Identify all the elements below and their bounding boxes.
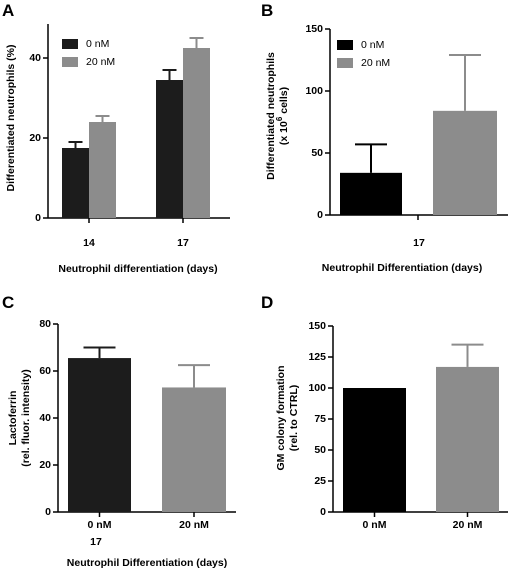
x-tick-label: 20 nM — [453, 519, 483, 531]
y-axis-title-line1: Lactoferrin — [7, 391, 19, 446]
panel-d: D 0 25 50 75 100 125 150 0 nM 20 nM GM colony for… — [261, 293, 508, 531]
y-tick-label: 40 — [29, 52, 41, 64]
x-tick-label: 20 nM — [179, 519, 209, 531]
bar-20-nm — [436, 366, 499, 512]
y-tick-label: 50 — [314, 444, 326, 456]
y-tick-label: 0 — [35, 212, 41, 224]
y-axis-title-line2: (rel. fluor. intensity) — [20, 369, 32, 466]
y-axis-title-pre: (x 10 — [278, 121, 290, 145]
bar-20-nm — [433, 110, 497, 215]
panel-c: C 0 20 40 60 80 0 nM 20 nM 17 Lactoferrin (rel. f… — [2, 293, 236, 569]
bar-0-nm-day-17 — [156, 80, 183, 218]
y-tick-label: 150 — [308, 320, 326, 332]
y-tick-label: 60 — [39, 365, 51, 377]
bar-0-nm — [340, 172, 402, 215]
y-tick-label: 0 — [320, 506, 326, 518]
legend-swatch — [337, 58, 353, 68]
y-tick-label: 125 — [308, 351, 326, 363]
y-tick-label: 20 — [29, 132, 41, 144]
y-tick-label: 100 — [308, 382, 326, 394]
bar-0-nm — [343, 388, 406, 512]
y-axis-title-line2: (rel. to CTRL) — [288, 385, 300, 452]
x-axis-title: Neutrophil Differentiation (days) — [322, 262, 482, 274]
y-axis-title: Differentiated neutrophils (x 106 cells) — [265, 52, 290, 180]
x-tick-label: 0 nM — [88, 519, 112, 531]
legend-swatch — [337, 40, 353, 50]
x-axis-title: Neutrophil Differentiation (days) — [67, 557, 227, 569]
y-tick-label: 75 — [314, 413, 326, 425]
panel-b: B 0 50 100 150 17 0 nM 20 nM Differentiated neu… — [261, 1, 508, 274]
legend-swatch — [62, 39, 78, 49]
x-tick-label: 0 nM — [363, 519, 387, 531]
y-tick-label: 80 — [39, 318, 51, 330]
panel-a: A 0 20 40 14 17 0 nM 20 nM Differentiated neutr… — [2, 1, 230, 275]
bar-20-nm-day-17 — [183, 48, 210, 218]
y-axis-title: Differentiated neutrophils (%) — [5, 44, 17, 191]
y-axis-title-sup: 6 — [275, 116, 284, 121]
panel-letter-c: C — [2, 293, 14, 312]
legend-swatch — [62, 57, 78, 67]
panel-letter-b: B — [261, 1, 273, 20]
y-tick-label: 25 — [314, 475, 326, 487]
bar-20-nm-day-14 — [89, 122, 116, 218]
y-tick-label: 50 — [311, 147, 323, 159]
y-axis-title: GM colony formation (rel. to CTRL) — [275, 366, 300, 471]
bar-0-nm-day-14 — [62, 148, 89, 218]
y-tick-label: 100 — [305, 85, 323, 97]
y-axis-title-line1: GM colony formation — [275, 366, 287, 471]
legend-label: 0 nM — [361, 39, 384, 51]
bar-20-nm — [162, 387, 226, 512]
x-tick-label: 14 — [83, 237, 95, 249]
legend-label: 20 nM — [86, 56, 115, 68]
legend-label: 0 nM — [86, 38, 109, 50]
y-axis-title: Lactoferrin (rel. fluor. intensity) — [7, 369, 32, 466]
panel-letter-d: D — [261, 293, 273, 312]
y-tick-label: 150 — [305, 23, 323, 35]
y-axis-title-post: cells) — [278, 87, 290, 117]
group-label: 17 — [90, 536, 102, 548]
y-axis-title-line1: Differentiated neutrophils — [265, 52, 277, 180]
y-axis-title-line2: (x 106 cells) — [275, 87, 290, 145]
legend-label: 20 nM — [361, 57, 390, 69]
y-tick-label: 0 — [45, 506, 51, 518]
y-axis-title-text: Differentiated neutrophils (%) — [5, 44, 17, 191]
x-tick-label: 17 — [413, 237, 425, 249]
bar-0-nm — [68, 358, 131, 512]
x-tick-label: 17 — [177, 237, 189, 249]
panel-letter-a: A — [2, 1, 14, 20]
y-tick-label: 40 — [39, 412, 51, 424]
x-axis-title: Neutrophil differentiation (days) — [58, 263, 217, 275]
y-tick-label: 0 — [317, 209, 323, 221]
y-tick-label: 20 — [39, 459, 51, 471]
